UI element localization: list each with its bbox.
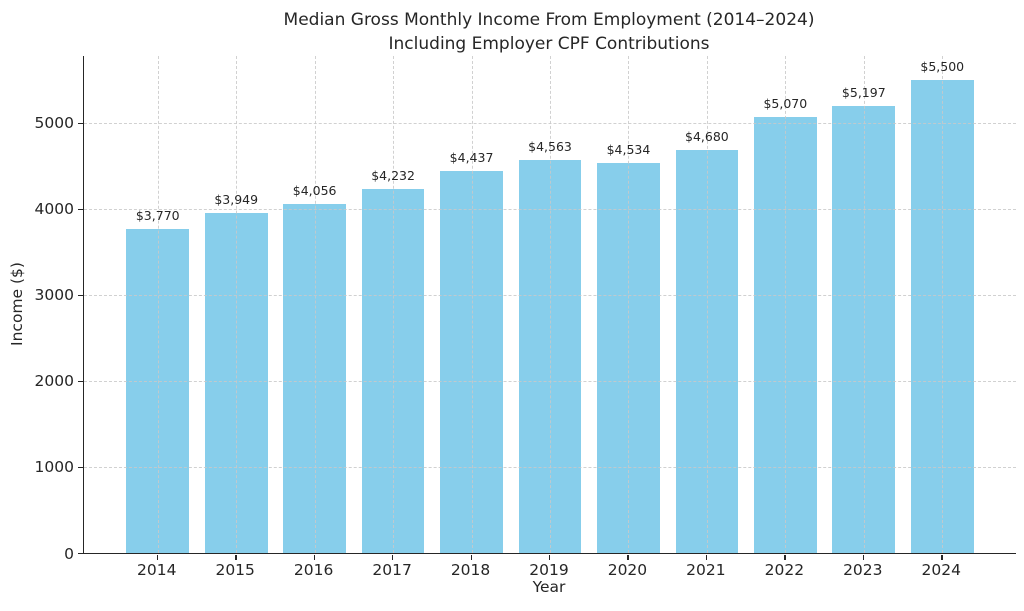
- bar: [440, 171, 503, 553]
- bar-value-label: $4,056: [292, 182, 337, 198]
- bar-value-label: $4,437: [449, 150, 494, 166]
- y-tick-mark: [78, 553, 83, 555]
- y-tick-mark: [78, 122, 83, 125]
- bar-value-label: $4,680: [685, 129, 729, 145]
- bar: [361, 188, 425, 553]
- bar: [910, 79, 974, 553]
- x-axis-label: Year: [532, 578, 566, 596]
- x-tick-mark: [705, 554, 708, 560]
- y-tick-label: 5000: [34, 114, 74, 133]
- x-tick-mark: [627, 554, 629, 560]
- x-tick-mark: [313, 554, 316, 560]
- y-tick-mark: [78, 294, 83, 297]
- x-tick-label: 2016: [293, 561, 334, 579]
- x-tick-label: 2015: [215, 561, 255, 579]
- bar: [283, 203, 347, 553]
- bar: [126, 228, 190, 553]
- bar-value-label: $4,232: [371, 167, 415, 183]
- bar-value-label: $4,534: [606, 141, 651, 157]
- bar-value-label: $3,770: [135, 207, 180, 223]
- x-tick-label: 2019: [529, 561, 569, 579]
- y-tick-label: 3000: [34, 286, 74, 305]
- y-tick-label: 4000: [34, 200, 74, 219]
- x-tick-mark: [549, 554, 551, 560]
- x-tick-mark: [941, 554, 943, 560]
- x-tick-mark: [862, 554, 865, 560]
- bar-value-label: $5,197: [841, 84, 886, 100]
- bar: [204, 213, 268, 553]
- x-tick-mark: [784, 554, 786, 560]
- bar: [675, 150, 739, 553]
- bar-value-label: $5,500: [920, 58, 965, 74]
- title-block: Median Gross Monthly Income From Employm…: [83, 8, 1015, 56]
- bar-value-label: $5,070: [763, 95, 808, 111]
- x-tick-label: 2017: [372, 561, 412, 579]
- x-tick-label: 2021: [686, 561, 726, 579]
- bar: [597, 162, 660, 553]
- y-tick-label: 1000: [34, 458, 74, 477]
- x-tick-mark: [156, 554, 159, 560]
- bar-value-label: $4,563: [528, 139, 572, 155]
- chart-subtitle: Including Employer CPF Contributions: [388, 34, 710, 54]
- y-tick-mark: [78, 208, 83, 211]
- y-tick-mark: [78, 380, 83, 383]
- x-tick-label: 2014: [137, 561, 177, 579]
- bar-value-label: $3,949: [214, 192, 259, 208]
- x-tick-label: 2024: [921, 561, 961, 579]
- y-tick-mark: [78, 466, 83, 469]
- y-tick-label: 0: [64, 544, 74, 563]
- x-tick-mark: [235, 554, 237, 560]
- y-tick-label: 2000: [34, 372, 74, 391]
- bar: [518, 160, 582, 553]
- chart-title: Median Gross Monthly Income From Employm…: [283, 10, 815, 30]
- x-tick-mark: [392, 554, 394, 560]
- x-tick-label: 2023: [843, 561, 883, 579]
- bar: [753, 116, 817, 553]
- x-tick-label: 2020: [607, 561, 648, 579]
- x-tick-label: 2018: [450, 561, 491, 579]
- bar: [832, 105, 896, 553]
- x-tick-label: 2022: [764, 561, 805, 579]
- plot-area: $3,770 $3,949 $4,056 $4,232 $4,437 $4,563 $4,5…: [83, 56, 1016, 554]
- x-tick-mark: [470, 554, 472, 560]
